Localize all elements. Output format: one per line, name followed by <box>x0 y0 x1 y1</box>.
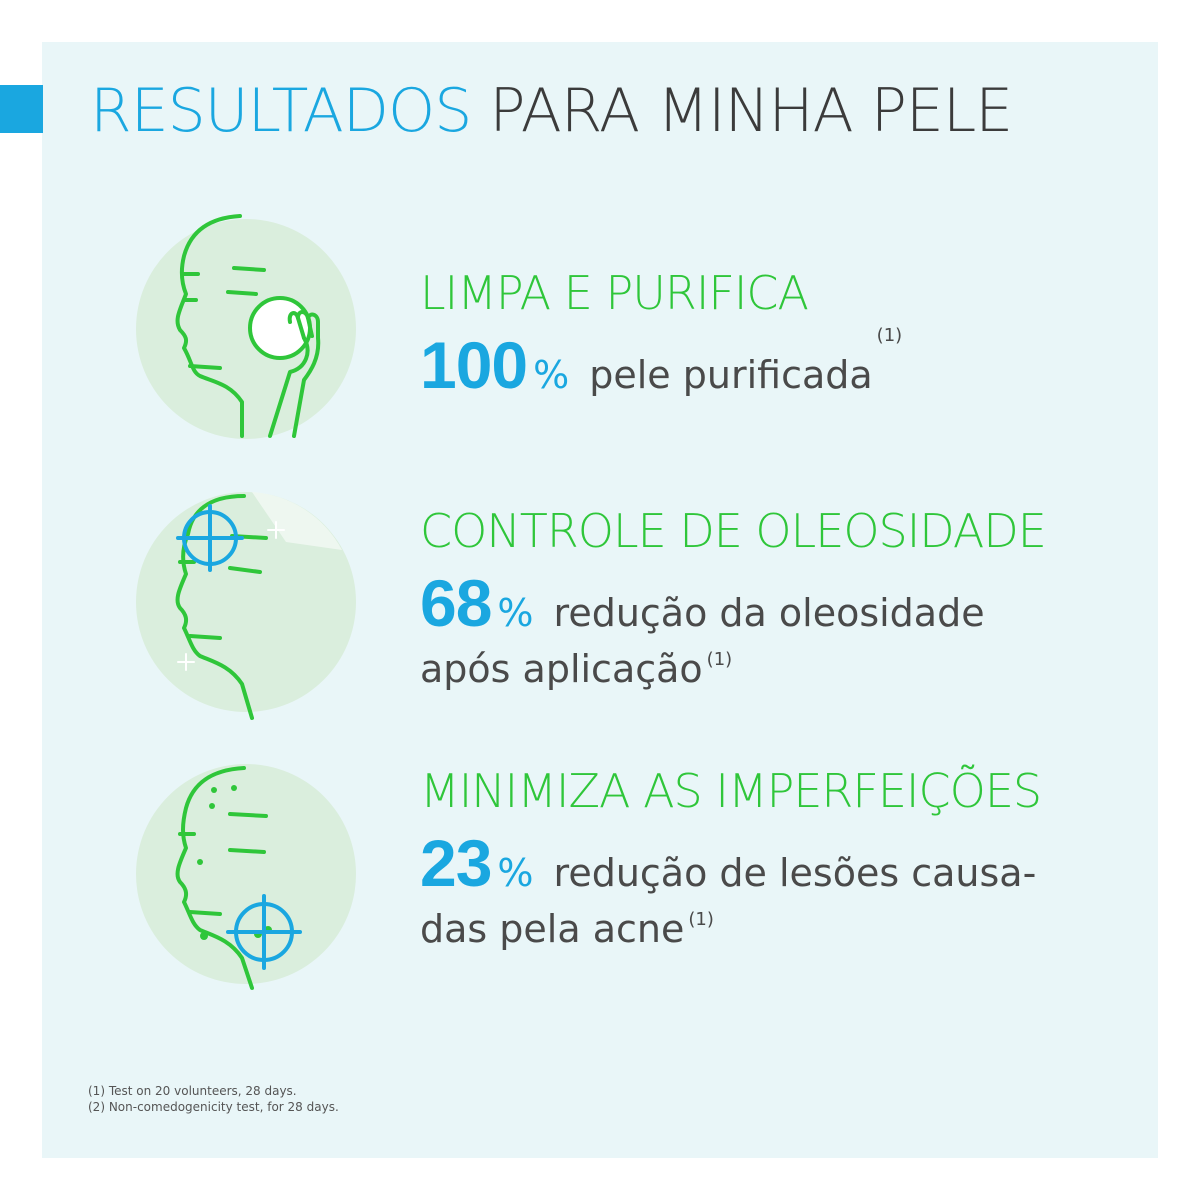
benefit-description: redução da oleosidade <box>553 590 985 635</box>
benefit-description: pele purificada <box>589 352 873 397</box>
benefit-description-continued: das pela acne (1) <box>420 903 1041 956</box>
footnote-ref-2: (2) <box>88 1099 105 1114</box>
accent-bar <box>0 85 43 133</box>
benefit-number: 68 <box>420 565 492 640</box>
footnote-ref: (1) <box>688 908 714 930</box>
footnote-ref: (1) <box>706 648 733 670</box>
benefit-oil-control: CONTROLE DE OLEOSIDADE 68% redução da ole… <box>420 504 1047 696</box>
title-highlight: RESULTADOS <box>90 76 472 146</box>
benefit-description-line2: das pela acne <box>420 906 685 951</box>
benefit-blemishes: MINIMIZA AS IMPERFEIÇÕES 23% redução de l… <box>420 764 1042 956</box>
percent-sign: % <box>533 352 570 397</box>
benefit-number: 23 <box>420 825 492 900</box>
benefit-stat-line: 68% redução da oleosidade <box>420 557 1046 649</box>
percent-sign: % <box>497 850 534 895</box>
footnote-ref: (1) <box>876 324 903 346</box>
page-title: RESULTADOS PARA MINHA PELE <box>90 76 1013 146</box>
footnote-ref-1: (1) <box>88 1084 105 1098</box>
benefit-number: 100 <box>420 327 528 402</box>
benefit-description-line2: após aplicação <box>420 646 703 691</box>
title-rest: PARA MINHA PELE <box>489 76 1013 146</box>
face-cleansing-pad-icon <box>134 212 364 442</box>
benefit-cleanse: LIMPA E PURIFICA 100% pele purificada(1) <box>420 268 902 411</box>
footnote-1: (1) Test on 20 volunteers, 28 days. <box>88 1084 339 1100</box>
percent-sign: % <box>497 590 534 635</box>
footnote-2: (2) Non-comedogenicity test, for 28 days… <box>88 1100 339 1116</box>
benefit-heading: LIMPA E PURIFICA <box>420 266 809 320</box>
benefit-stat-line: 23% redução de lesões causa- <box>420 817 1041 909</box>
footnotes: (1) Test on 20 volunteers, 28 days. (2) … <box>88 1084 339 1115</box>
face-blemish-target-icon <box>134 764 364 994</box>
benefit-heading: CONTROLE DE OLEOSIDADE <box>420 504 1047 558</box>
footnote-text-1: Test on 20 volunteers, 28 days. <box>108 1084 297 1098</box>
benefit-description-continued: após aplicação (1) <box>420 643 1046 696</box>
benefit-description: redução de lesões causa- <box>553 850 1037 895</box>
face-oil-target-icon <box>134 490 364 720</box>
benefit-heading: MINIMIZA AS IMPERFEIÇÕES <box>420 764 1042 818</box>
footnote-text-2: Non-comedogenicity test, for 28 days. <box>108 1099 339 1114</box>
benefit-stat-line: 100% pele purificada(1) <box>420 319 902 411</box>
